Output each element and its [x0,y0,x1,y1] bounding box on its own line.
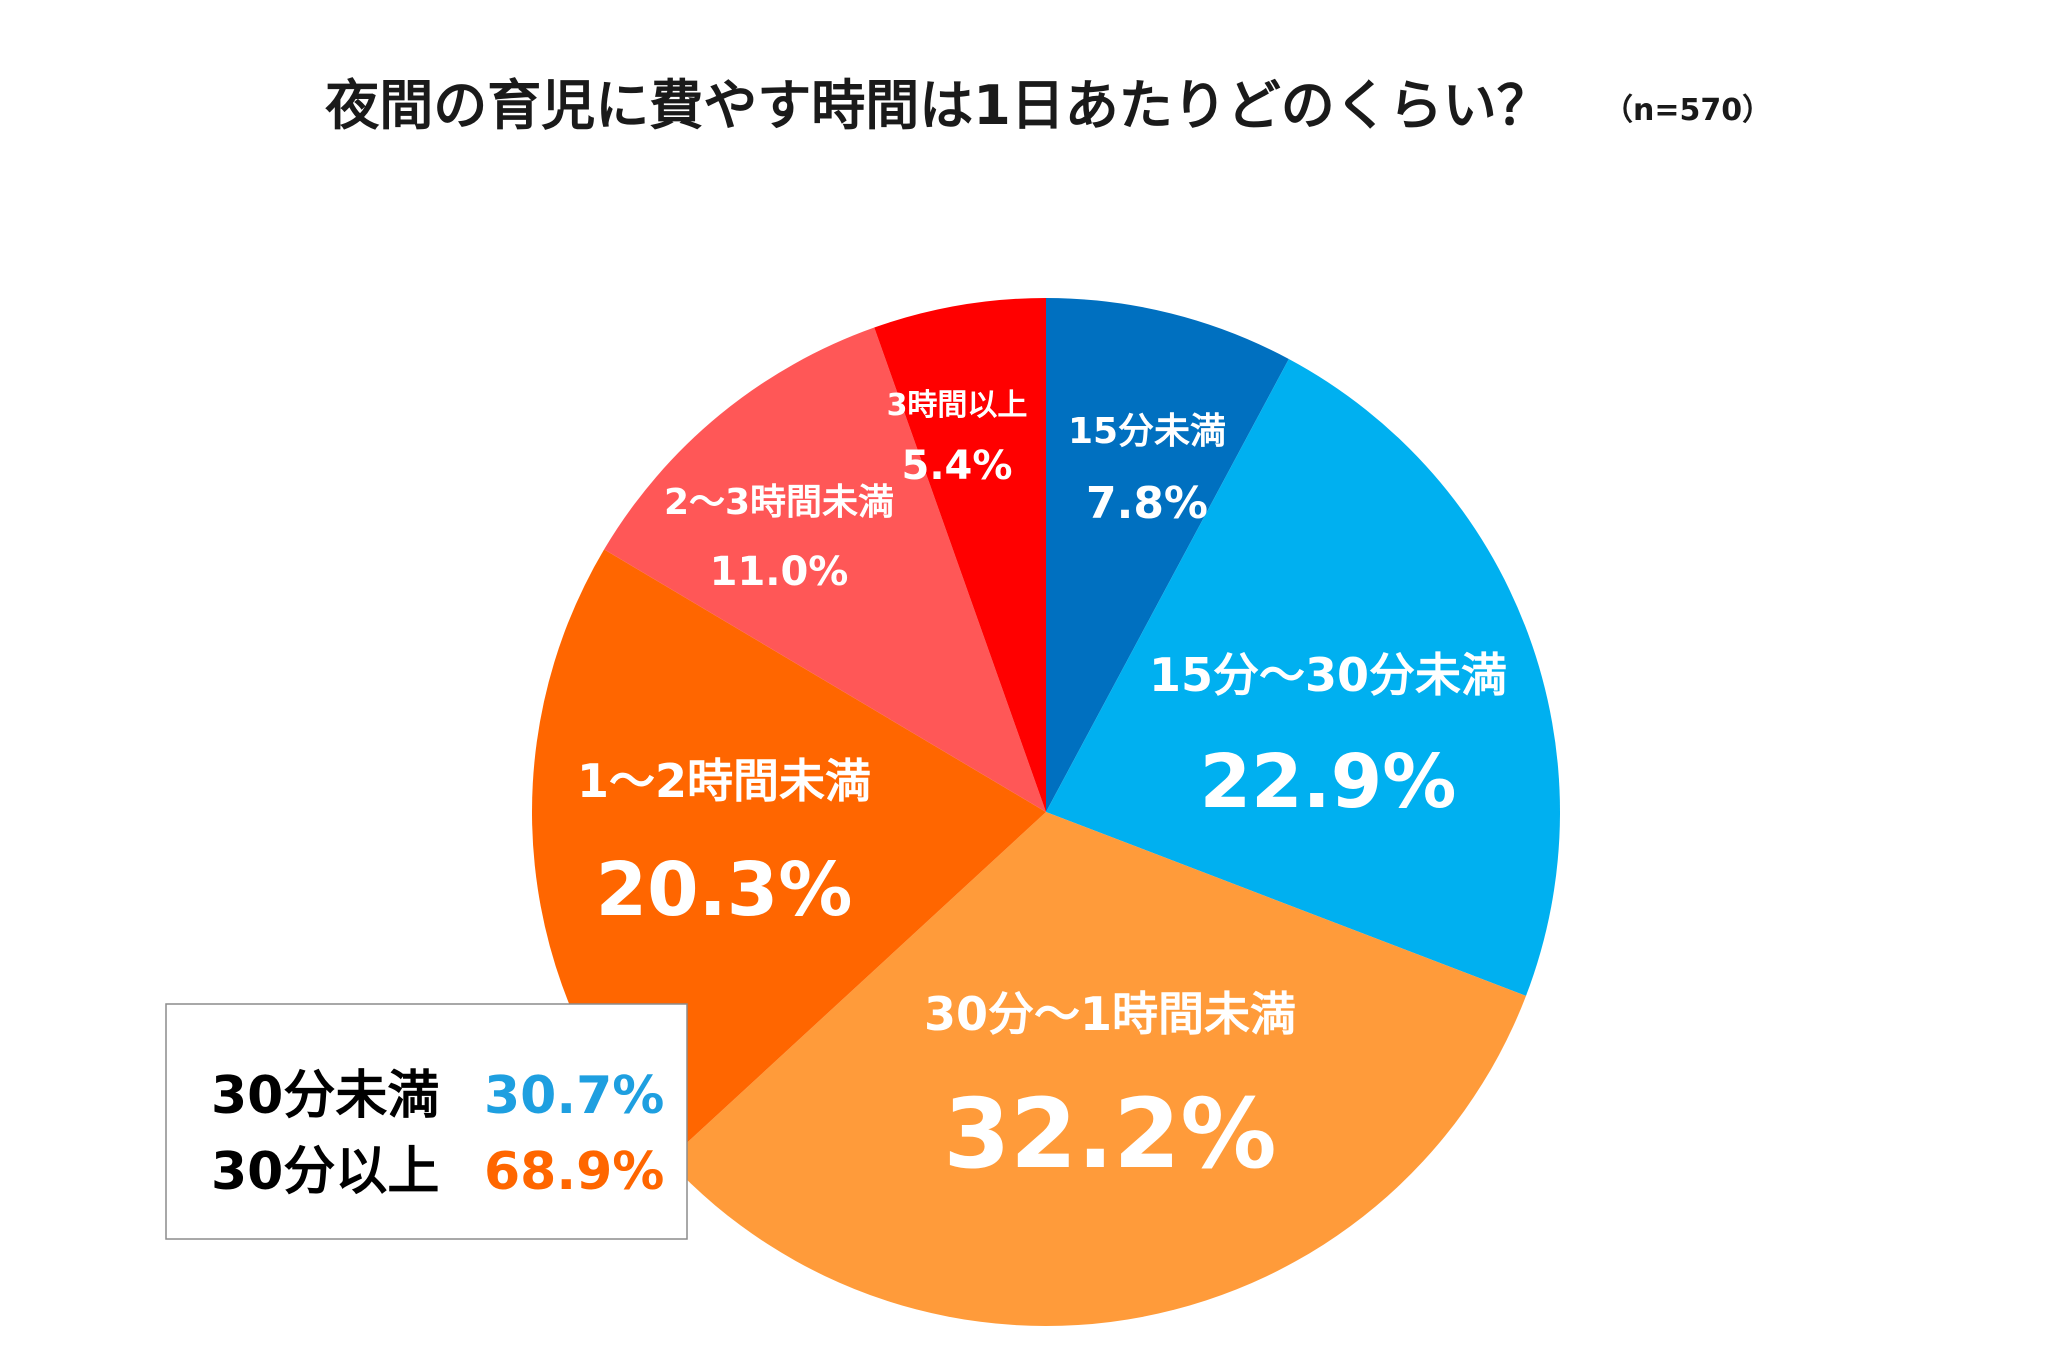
pie-slice-5 [604,327,1046,812]
summary-label-30-or-more: 30分以上 [211,1142,439,1202]
pie-slices [531,298,1561,1327]
slice-category-label-6: 3時間以上 [887,388,1028,423]
pie-labels: 15分未満 7.8% 15分～30分未満 22.9% 30分～1時間未満 32.2% 1～2… [577,388,1507,1190]
summary-box-frame [165,1003,688,1240]
chart-title: 夜間の育児に費やす時間は1日あたりどのくらい？ [324,74,1551,137]
slice-value-label-2: 22.9% [1200,739,1457,825]
slice-category-label-2: 15分～30分未満 [1149,648,1507,702]
summary-value-under-30: 30.7% [484,1066,664,1126]
slice-value-label-6: 5.4% [902,443,1013,489]
summary-label-under-30: 30分未満 [211,1066,439,1126]
pie-slice-2 [1046,358,1561,996]
slice-value-label-1: 7.8% [1086,478,1208,529]
summary-value-30-or-more: 68.9% [484,1142,664,1202]
sample-size-note: （n=570） [1603,93,1772,128]
summary-box: 30分未満 30.7% 30分以上 68.9% [165,1003,688,1240]
pie-slice-6 [874,298,1046,812]
slice-category-label-1: 15分未満 [1068,411,1226,452]
slice-value-label-4: 20.3% [596,847,853,933]
slice-value-label-5: 11.0% [710,549,849,595]
slice-category-label-4: 1～2時間未満 [577,754,871,808]
pie-slice-1 [1046,298,1289,812]
slice-category-label-5: 2～3時間未満 [664,482,894,523]
pie-slice-3 [667,812,1526,1327]
slice-category-label-3: 30分～1時間未満 [924,987,1296,1041]
slice-value-label-3: 32.2% [943,1078,1276,1190]
